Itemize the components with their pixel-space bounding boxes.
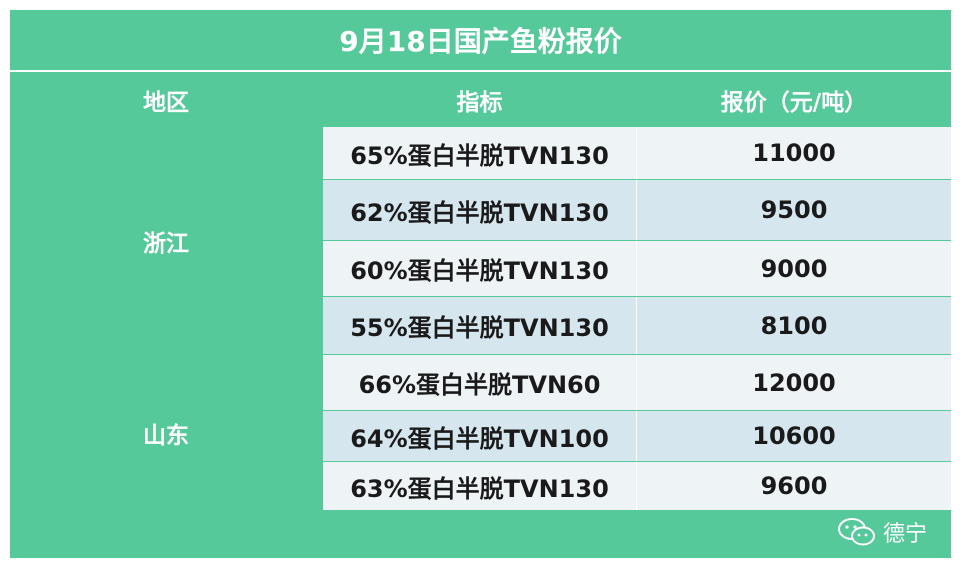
price-cell: 9500	[637, 180, 951, 240]
price-cell: 9600	[637, 462, 951, 510]
price-cell: 11000	[637, 127, 951, 179]
price-cell: 9000	[637, 241, 951, 296]
price-table: 9月18日国产鱼粉报价 地区 指标 报价（元/吨） 浙江 山东 65%蛋白半脱T…	[10, 10, 951, 558]
table-title: 9月18日国产鱼粉报价	[10, 10, 951, 72]
spec-cell: 60%蛋白半脱TVN130	[323, 241, 637, 296]
spec-cell: 62%蛋白半脱TVN130	[323, 180, 637, 240]
spec-cell: 66%蛋白半脱TVN60	[323, 355, 637, 410]
spec-cell: 55%蛋白半脱TVN130	[323, 297, 637, 354]
spec-cell: 63%蛋白半脱TVN130	[323, 462, 637, 510]
header-region: 地区	[10, 74, 322, 126]
table-row: 55%蛋白半脱TVN130 8100	[323, 297, 951, 354]
table-row: 66%蛋白半脱TVN60 12000	[323, 355, 951, 410]
header-price: 报价（元/吨）	[637, 74, 951, 126]
watermark: 德宁	[837, 516, 927, 548]
spec-cell: 65%蛋白半脱TVN130	[323, 127, 637, 179]
table-row: 64%蛋白半脱TVN100 10600	[323, 411, 951, 461]
region-shandong: 山东	[10, 355, 322, 510]
spec-cell: 64%蛋白半脱TVN100	[323, 411, 637, 461]
table-row: 65%蛋白半脱TVN130 11000	[323, 127, 951, 179]
price-cell: 10600	[637, 411, 951, 461]
table-row: 60%蛋白半脱TVN130 9000	[323, 241, 951, 296]
table-row: 63%蛋白半脱TVN130 9600	[323, 462, 951, 510]
wechat-icon	[837, 518, 875, 546]
price-cell: 8100	[637, 297, 951, 354]
table-row: 62%蛋白半脱TVN130 9500	[323, 180, 951, 240]
watermark-text: 德宁	[882, 522, 927, 547]
header-spec: 指标	[323, 74, 636, 126]
price-cell: 12000	[637, 355, 951, 410]
region-zhejiang: 浙江	[10, 127, 322, 354]
table-footer: 德宁	[10, 510, 951, 558]
